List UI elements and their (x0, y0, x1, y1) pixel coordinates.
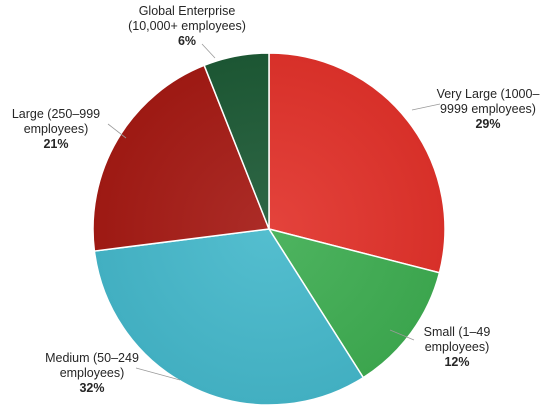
slice-label-1: Small (1–49 employees) 12% (424, 325, 491, 369)
slice-label-line: employees) (24, 122, 89, 136)
leader-line-4 (201, 43, 216, 59)
pie-slice-2 (93, 228, 365, 406)
pie-slice-1 (267, 227, 441, 379)
slice-value-label: 21% (43, 137, 68, 151)
slice-label-line: Large (250–999 (12, 107, 100, 121)
slice-label-0: Very Large (1000– 9999 employees) 29% (437, 87, 540, 131)
slice-value-label: 29% (475, 117, 500, 131)
slice-label-line: Small (1–49 (424, 325, 491, 339)
leader-line-0 (411, 103, 441, 111)
slice-value-label: 12% (444, 355, 469, 369)
leader-lines-layer (107, 43, 441, 381)
slice-label-line: Global Enterprise (139, 4, 236, 18)
slice-label-line: 9999 employees) (440, 102, 536, 116)
leader-line-2 (135, 367, 181, 381)
slice-label-line: employees) (425, 340, 490, 354)
slice-label-2: Medium (50–249 employees) 32% (45, 351, 139, 395)
slices-layer (92, 52, 446, 406)
slice-value-label: 32% (79, 381, 104, 395)
slice-label-3: Large (250–999 employees) 21% (12, 107, 100, 151)
leader-line-3 (107, 123, 127, 139)
leader-line-1 (389, 329, 415, 341)
slice-label-line: Very Large (1000– (437, 87, 540, 101)
pie-slice-3 (92, 64, 271, 252)
labels-layer: Very Large (1000– 9999 employees) 29% Small… (12, 4, 540, 395)
pie-slice-4 (203, 52, 270, 230)
pie-slice-0 (268, 52, 446, 274)
slice-label-line: (10,000+ employees) (128, 19, 246, 33)
slice-value-label: 6% (178, 34, 196, 48)
slice-label-line: Medium (50–249 (45, 351, 139, 365)
slice-label-line: employees) (60, 366, 125, 380)
slice-label-4: Global Enterprise (10,000+ employees) 6% (128, 4, 246, 48)
